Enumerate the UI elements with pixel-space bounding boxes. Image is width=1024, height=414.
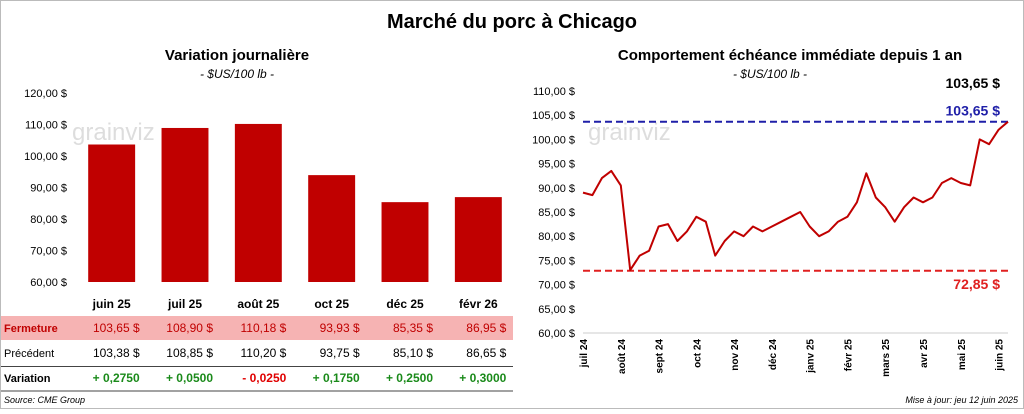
y-tick-label: 110,00 $ (533, 86, 575, 98)
x-tick-label: avr 25 (919, 339, 930, 368)
table-cell: 110,20 $ (241, 346, 287, 360)
x-tick-label: juil 25 (167, 297, 202, 311)
close-value: 103,65 $ (93, 321, 140, 335)
price-line (582, 120, 1009, 272)
close-value: 108,90 $ (166, 321, 213, 335)
y-tick-label: 80,00 $ (538, 231, 575, 243)
table-cell: 86,65 $ (466, 346, 506, 360)
x-tick-label: oct 24 (692, 339, 703, 368)
row-label: Fermeture (4, 323, 58, 335)
table-cell: 85,10 $ (393, 346, 433, 360)
x-tick-label: févr 25 (843, 339, 854, 372)
table-cell: + 0,2750 (93, 371, 140, 385)
y-tick-label: 80,00 $ (30, 214, 67, 226)
watermark: grainviz (588, 119, 671, 146)
row-highlight (1, 316, 513, 340)
y-tick-label: 60,00 $ (538, 328, 575, 340)
close-value: 85,35 $ (393, 321, 433, 335)
left-subtitle: - $US/100 lb - (200, 67, 274, 81)
table-cell: + 0,3000 (459, 371, 506, 385)
x-tick-label: sept 24 (655, 339, 666, 374)
y-tick-label: 100,00 $ (24, 151, 67, 163)
bar (454, 197, 502, 282)
y-tick-label: 65,00 $ (538, 304, 575, 316)
table-cell: + 0,0500 (166, 371, 213, 385)
y-tick-label: 70,00 $ (30, 246, 67, 258)
reference-label: 72,85 $ (953, 276, 1000, 292)
left-title: Variation journalière (165, 47, 309, 64)
source: Source: CME Group (4, 395, 85, 405)
x-tick-label: févr 26 (459, 297, 498, 311)
x-tick-label: mars 25 (881, 339, 892, 377)
row-label: Précédent (4, 348, 54, 360)
bar (381, 202, 429, 282)
table-cell: 93,75 $ (320, 346, 360, 360)
table-cell: 103,38 $ (93, 346, 140, 360)
bar (88, 144, 136, 282)
right-subtitle: - $US/100 lb - (733, 67, 807, 81)
y-tick-label: 70,00 $ (538, 280, 575, 292)
y-tick-label: 85,00 $ (538, 207, 575, 219)
table-cell: + 0,1750 (313, 371, 360, 385)
x-tick-label: août 24 (617, 339, 628, 374)
y-tick-label: 110,00 $ (25, 120, 67, 132)
table-cell: + 0,2500 (386, 371, 433, 385)
bar (308, 175, 356, 282)
y-tick-label: 105,00 $ (532, 110, 575, 122)
x-tick-label: oct 25 (314, 297, 349, 311)
bar (234, 123, 282, 282)
right-title: Comportement échéance immédiate depuis 1… (618, 47, 962, 64)
x-tick-label: juil 24 (579, 339, 590, 369)
x-tick-label: déc 24 (768, 339, 779, 371)
update-note: Mise à jour: jeu 12 juin 2025 (905, 395, 1019, 405)
table-cell: - 0,0250 (242, 371, 286, 385)
close-value: 110,18 $ (241, 321, 287, 335)
close-value: 86,95 $ (466, 321, 506, 335)
reference-label: 103,65 $ (946, 103, 1001, 119)
x-tick-label: juin 25 (92, 297, 131, 311)
close-value: 93,93 $ (320, 321, 360, 335)
y-tick-label: 90,00 $ (538, 183, 575, 195)
page-title: Marché du porc à Chicago (387, 11, 637, 33)
y-tick-label: 90,00 $ (30, 183, 67, 195)
x-tick-label: déc 25 (386, 297, 424, 311)
x-tick-label: mai 25 (957, 339, 968, 371)
y-tick-label: 95,00 $ (538, 159, 575, 171)
x-tick-label: janv 25 (806, 339, 817, 374)
y-tick-label: 75,00 $ (538, 255, 575, 267)
y-tick-label: 100,00 $ (532, 134, 575, 146)
table-cell: 108,85 $ (166, 346, 213, 360)
x-tick-label: juin 25 (995, 339, 1006, 372)
x-tick-label: nov 24 (730, 339, 741, 371)
x-tick-label: août 25 (237, 297, 279, 311)
last-value-label: 103,65 $ (946, 75, 1001, 91)
row-label: Variation (4, 373, 51, 385)
bar (161, 127, 209, 282)
watermark: grainviz (72, 119, 155, 146)
y-tick-label: 60,00 $ (30, 277, 67, 289)
y-tick-label: 120,00 $ (24, 88, 67, 100)
